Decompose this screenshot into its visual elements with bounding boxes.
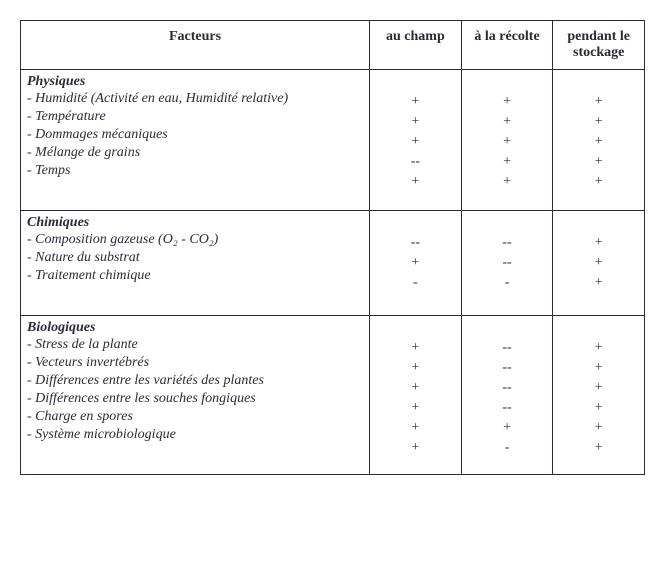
row-label: - Dommages mécaniques [27, 127, 168, 143]
value-cell: + [553, 92, 644, 112]
value-cell: + [370, 92, 461, 112]
row-label: - Mélange de grains [27, 145, 140, 161]
value-cell: + [553, 172, 644, 192]
row-label: - Système microbiologique [27, 427, 176, 443]
section-title: Biologiques [21, 316, 369, 336]
row-label: - Traitement chimique [27, 268, 151, 284]
col-stockage: ++++++ [553, 316, 645, 475]
col-a-la-recolte: ----- [461, 211, 553, 316]
value-cell: -- [370, 152, 461, 172]
value-cell: + [553, 152, 644, 172]
col-a-la-recolte: +++++ [461, 70, 553, 211]
value-cell: + [553, 398, 644, 418]
value-cell: - [462, 438, 553, 458]
value-cell: + [370, 172, 461, 192]
row-label: - Température [27, 109, 106, 125]
value-cell: + [553, 378, 644, 398]
section-cell: Physiques- Humidité (Activité en eau, Hu… [21, 70, 370, 211]
value-cell: -- [370, 233, 461, 253]
value-cell: - [370, 273, 461, 293]
value-cell: -- [462, 233, 553, 253]
row-label: - Nature du substrat [27, 250, 140, 266]
value-cell: + [370, 378, 461, 398]
section-title: Physiques [21, 70, 369, 90]
row-label: - Vecteurs invertébrés [27, 355, 149, 371]
value-cell: + [370, 418, 461, 438]
factors-table: Facteurs au champ à la récolte pendant l… [20, 20, 645, 475]
row-label: - Humidité (Activité en eau, Humidité re… [27, 91, 288, 107]
value-cell: -- [462, 358, 553, 378]
value-cell: + [553, 338, 644, 358]
section-cell: Chimiques- Composition gazeuse (O₂ - CO₂… [21, 211, 370, 316]
value-cell: - [462, 273, 553, 293]
value-cell: + [370, 132, 461, 152]
value-cell: + [370, 398, 461, 418]
header-col3: pendant le stockage [553, 21, 645, 70]
value-cell: + [370, 253, 461, 273]
value-cell: + [462, 418, 553, 438]
header-col2: à la récolte [461, 21, 553, 70]
value-cell: + [553, 233, 644, 253]
value-cell: + [370, 438, 461, 458]
value-cell: -- [462, 378, 553, 398]
col-stockage: +++ [553, 211, 645, 316]
value-cell: + [553, 438, 644, 458]
col-a-la-recolte: --------+- [461, 316, 553, 475]
row-label: - Charge en spores [27, 409, 133, 425]
col-stockage: +++++ [553, 70, 645, 211]
value-cell: -- [462, 398, 553, 418]
value-cell: + [553, 418, 644, 438]
value-cell: + [553, 253, 644, 273]
col-au-champ: --+- [370, 211, 462, 316]
value-cell: + [462, 92, 553, 112]
row-label: - Stress de la plante [27, 337, 138, 353]
col-au-champ: ++++++ [370, 316, 462, 475]
row-label: - Différences entre les souches fongique… [27, 391, 256, 407]
section-title: Chimiques [21, 211, 369, 231]
row-label: - Temps [27, 163, 70, 179]
row-label: - Composition gazeuse (O₂ - CO₂) [27, 232, 218, 248]
section-cell: Biologiques- Stress de la plante - Vecteu… [21, 316, 370, 475]
value-cell: + [462, 112, 553, 132]
value-cell: -- [462, 253, 553, 273]
value-cell: + [462, 172, 553, 192]
value-cell: + [553, 112, 644, 132]
value-cell: + [553, 358, 644, 378]
value-cell: -- [462, 338, 553, 358]
header-col1: au champ [370, 21, 462, 70]
value-cell: + [462, 152, 553, 172]
value-cell: + [370, 112, 461, 132]
value-cell: + [370, 338, 461, 358]
value-cell: + [462, 132, 553, 152]
col-au-champ: +++--+ [370, 70, 462, 211]
header-facteurs: Facteurs [21, 21, 370, 70]
row-label: - Différences entre les variétés des pla… [27, 373, 264, 389]
value-cell: + [553, 132, 644, 152]
value-cell: + [370, 358, 461, 378]
value-cell: + [553, 273, 644, 293]
